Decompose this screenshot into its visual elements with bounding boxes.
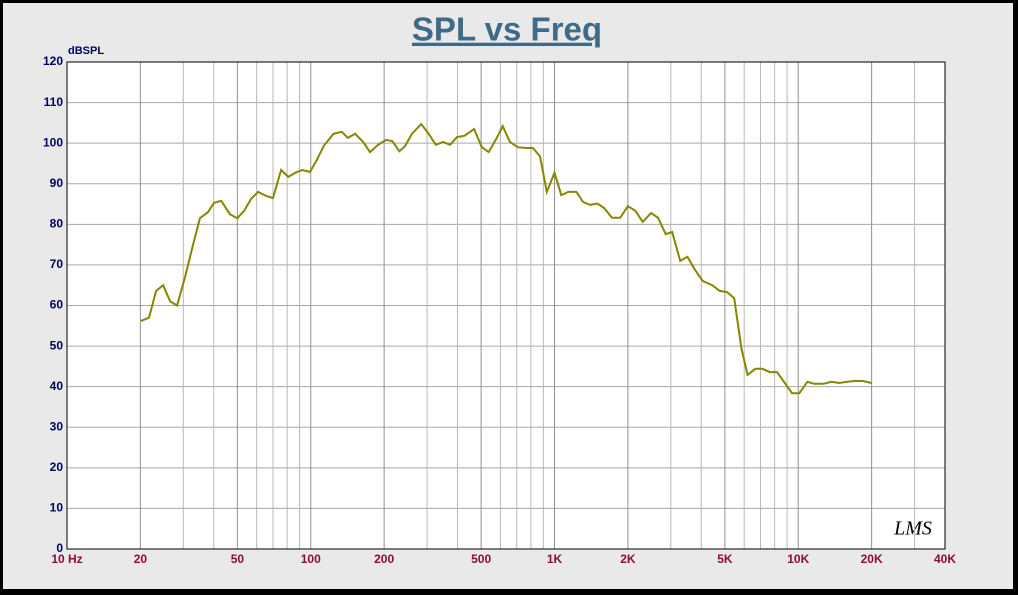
y-tick-label: 30 <box>50 419 64 433</box>
x-tick-label: 1K <box>547 552 563 566</box>
x-tick-label: 10K <box>787 552 809 566</box>
x-tick-label: 500 <box>471 552 491 566</box>
y-tick-label: 100 <box>43 135 63 149</box>
x-tick-label: 50 <box>231 552 245 566</box>
x-tick-label: 200 <box>374 552 394 566</box>
y-tick-label: 60 <box>50 298 64 312</box>
y-tick-label: 0 <box>56 541 63 555</box>
y-tick-label: 10 <box>50 501 64 515</box>
y-tick-label: 20 <box>50 460 64 474</box>
x-tick-label: 20 <box>134 552 148 566</box>
y-tick-label: 50 <box>50 338 64 352</box>
spl-curve <box>140 122 872 395</box>
watermark: LMS <box>893 518 932 540</box>
y-tick-label: 80 <box>50 217 64 231</box>
y-axis-label: dBSPL <box>68 45 104 57</box>
x-tick-label: 5K <box>717 552 733 566</box>
x-tick-label: 20K <box>861 552 883 566</box>
x-tick-label: 40K <box>934 552 956 566</box>
y-tick-label: 110 <box>44 95 64 109</box>
x-tick-label: 2K <box>620 552 636 566</box>
x-tick-label: 10 Hz <box>51 552 82 566</box>
chart-title: SPL vs Freq <box>412 11 602 48</box>
y-tick-label: 70 <box>50 257 64 271</box>
x-tick-label: 100 <box>301 552 321 566</box>
y-tick-label: 90 <box>50 176 64 190</box>
plot-border <box>66 61 946 550</box>
y-tick-label: 120 <box>43 54 63 68</box>
y-tick-label: 40 <box>50 379 64 393</box>
